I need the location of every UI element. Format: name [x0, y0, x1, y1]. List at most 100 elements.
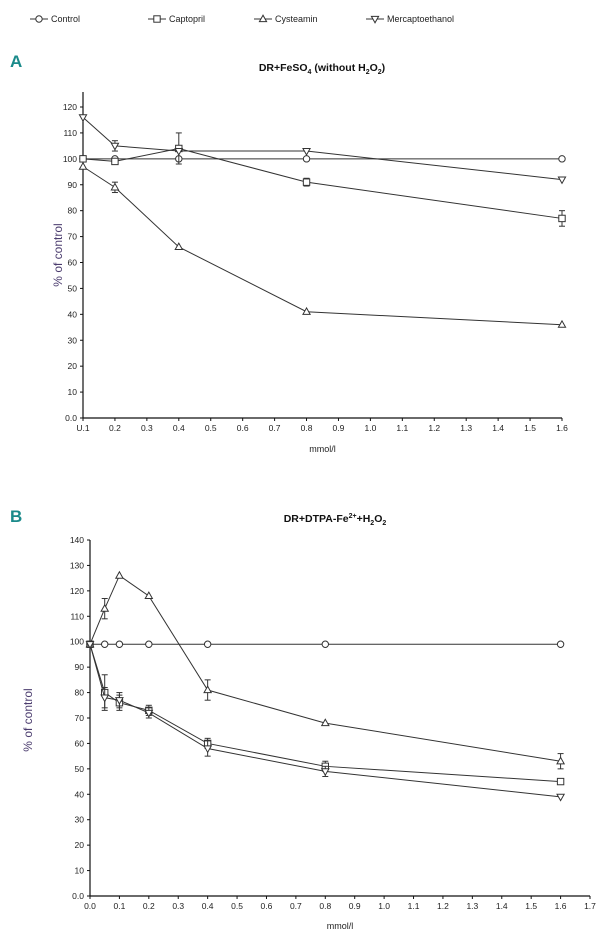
data-point — [174, 147, 184, 156]
data-point — [110, 142, 120, 151]
data-point — [320, 718, 330, 727]
legend-marker-triangle-down — [370, 15, 380, 24]
series-line — [82, 166, 563, 326]
panel-A — [78, 92, 567, 421]
series-cysteamin — [78, 161, 567, 328]
data-point — [556, 793, 566, 802]
series-control — [86, 640, 565, 648]
x-tick-label: 1.1 — [396, 423, 408, 433]
x-tick-label: 1.3 — [460, 423, 472, 433]
title-part: 2 — [382, 520, 386, 527]
x-tick-label: 1.5 — [524, 423, 536, 433]
x-tick-label: 0.6 — [261, 901, 273, 911]
title-part: 4 — [308, 69, 312, 76]
data-point — [558, 155, 566, 163]
x-tick-label: 0.4 — [202, 901, 214, 911]
data-point — [203, 685, 213, 694]
x-tick-label: U.1 — [76, 423, 90, 433]
title-part: 2+ — [349, 513, 357, 520]
y-tick-label: 40 — [75, 789, 85, 799]
x-tick-label: 1.4 — [496, 901, 508, 911]
y-tick-label: 140 — [70, 535, 84, 545]
y-tick-label: 60 — [68, 258, 78, 268]
data-point — [203, 745, 213, 754]
title-part: ) — [382, 62, 386, 74]
data-point — [79, 155, 87, 163]
x-tick-label: 1.0 — [364, 423, 376, 433]
y-tick-label: 110 — [63, 128, 77, 138]
title-part: +H — [357, 513, 371, 525]
x-tick-label: 1.1 — [408, 901, 420, 911]
y-tick-label: 30 — [68, 335, 78, 345]
y-tick-label: 50 — [75, 764, 85, 774]
data-point — [556, 756, 566, 765]
series-captopril — [79, 132, 566, 227]
data-point — [302, 155, 311, 163]
x-tick-label: 1.6 — [555, 901, 567, 911]
data-point — [556, 777, 565, 786]
legend-marker-circle — [35, 15, 43, 23]
y-tick-label: 70 — [75, 713, 85, 723]
title-part: O — [370, 62, 378, 74]
x-tick-label: 0.2 — [109, 423, 121, 433]
y-tick-label: 100 — [63, 154, 77, 164]
x-tick-label: 0.7 — [290, 901, 302, 911]
data-point — [78, 114, 88, 123]
data-point — [78, 161, 88, 170]
data-point — [101, 640, 109, 648]
data-point — [203, 640, 212, 648]
title-part: (without H — [311, 62, 365, 74]
y-axis-label: % of control — [51, 223, 65, 286]
title-part: O — [374, 513, 382, 525]
y-tick-label: 50 — [68, 283, 78, 293]
series-mercaptoethanol — [78, 114, 567, 185]
series-cysteamin — [85, 570, 566, 770]
x-axis-label: mmol/l — [309, 444, 336, 454]
title-part: DR+DTPA-Fe — [284, 513, 349, 525]
x-tick-label: 1.5 — [525, 901, 537, 911]
x-tick-label: 0.2 — [143, 901, 155, 911]
x-tick-label: 1.2 — [437, 901, 449, 911]
title-part: 2 — [366, 69, 370, 76]
x-tick-label: 0.1 — [113, 901, 125, 911]
x-tick-label: 0.8 — [301, 423, 313, 433]
data-point — [302, 306, 311, 315]
data-point — [302, 147, 311, 156]
title-part: 2 — [378, 69, 382, 76]
data-point — [100, 603, 110, 612]
series-captopril — [86, 640, 565, 786]
x-tick-label: 0.4 — [173, 423, 185, 433]
y-tick-label: 80 — [68, 206, 78, 216]
y-tick-label: 20 — [75, 840, 85, 850]
series-line — [82, 116, 563, 181]
data-point — [114, 697, 124, 706]
panel-title: DR+FeSO4 (without H2O2) — [259, 62, 385, 76]
y-tick-label: 30 — [75, 815, 85, 825]
y-tick-label: 130 — [70, 560, 84, 570]
data-point — [145, 640, 153, 648]
legend-label: Mercaptoethanol — [387, 14, 454, 24]
legend-label: Cysteamin — [275, 14, 318, 24]
data-point — [557, 176, 567, 185]
panel-letter: B — [10, 507, 22, 526]
x-tick-label: 1.2 — [428, 423, 440, 433]
title-part: 2 — [370, 520, 374, 527]
y-tick-label: 0.0 — [72, 891, 84, 901]
data-point — [557, 319, 567, 328]
data-point — [556, 640, 565, 648]
x-tick-label: 1.3 — [466, 901, 478, 911]
y-tick-label: 10 — [68, 387, 78, 397]
x-tick-label: 0.3 — [141, 423, 153, 433]
title-part: DR+FeSO — [259, 62, 308, 74]
y-tick-label: 100 — [70, 637, 84, 647]
y-tick-label: 40 — [68, 309, 78, 319]
x-tick-label: 0.5 — [205, 423, 217, 433]
x-tick-label: 0.9 — [349, 901, 361, 911]
data-point — [114, 570, 124, 579]
data-point — [144, 709, 154, 718]
legend-marker-triangle-up — [258, 14, 268, 23]
x-tick-label: 0.9 — [333, 423, 345, 433]
data-point — [85, 641, 95, 650]
